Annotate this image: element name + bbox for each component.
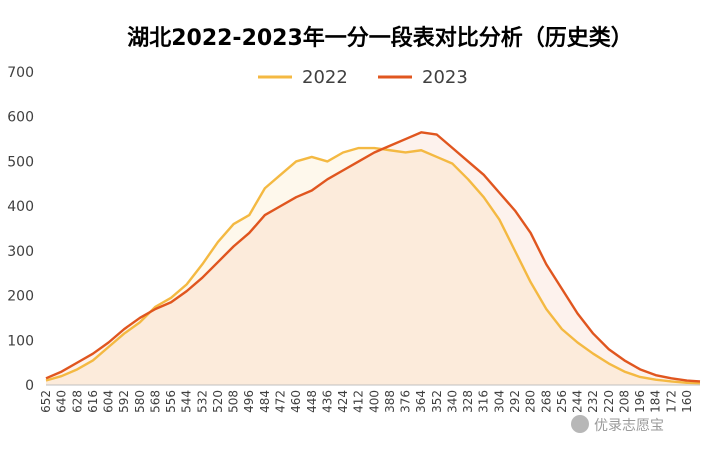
x-tick-label: 424 <box>336 390 350 413</box>
x-tick-label: 292 <box>508 390 522 413</box>
x-tick-label: 172 <box>664 390 678 413</box>
x-tick-label: 448 <box>305 390 319 413</box>
x-tick-label: 544 <box>180 390 194 413</box>
legend-label-1: 2023 <box>422 67 468 88</box>
x-tick-label: 340 <box>445 390 459 413</box>
x-tick-label: 352 <box>430 390 444 413</box>
watermark: 优录志愿宝 <box>571 415 664 434</box>
x-tick-label: 316 <box>477 390 491 413</box>
x-tick-label: 616 <box>86 390 100 413</box>
x-tick-label: 472 <box>274 390 288 413</box>
x-tick-label: 460 <box>289 390 303 413</box>
watermark-chat-icon <box>571 415 589 433</box>
x-tick-label: 508 <box>227 390 241 413</box>
x-tick-label: 568 <box>148 390 162 413</box>
y-tick-label: 400 <box>7 199 34 215</box>
x-tick-label: 328 <box>461 390 475 413</box>
x-tick-label: 268 <box>539 390 553 413</box>
x-tick-label: 280 <box>524 390 538 413</box>
y-tick-label: 600 <box>7 110 34 126</box>
x-tick-label: 196 <box>633 390 647 413</box>
x-tick-label: 580 <box>133 390 147 413</box>
x-tick-label: 160 <box>680 390 694 413</box>
legend-label-0: 2022 <box>302 67 348 88</box>
y-tick-label: 300 <box>7 244 34 260</box>
y-tick-label: 500 <box>7 154 34 170</box>
chart-title: 湖北2022-2023年一分一段表对比分析（历史类） <box>127 25 633 51</box>
watermark-text: 优录志愿宝 <box>594 418 664 434</box>
x-tick-label: 520 <box>211 390 225 413</box>
x-tick-label: 496 <box>242 390 256 413</box>
y-tick-label: 100 <box>7 333 34 349</box>
y-tick-label: 200 <box>7 289 34 305</box>
x-axis: 652 640 628 616 604 592 580 568 556 544 532 520 508 4… <box>39 390 694 413</box>
x-tick-label: 388 <box>383 390 397 413</box>
x-tick-label: 604 <box>102 390 116 413</box>
x-tick-label: 640 <box>55 390 69 413</box>
x-tick-label: 412 <box>352 390 366 413</box>
area-fills <box>46 132 700 385</box>
x-tick-label: 532 <box>195 390 209 413</box>
series-area-0 <box>46 148 700 385</box>
x-tick-label: 364 <box>414 390 428 413</box>
x-tick-label: 256 <box>555 390 569 413</box>
y-tick-label: 0 <box>25 378 34 394</box>
x-tick-label: 208 <box>617 390 631 413</box>
series-line-1 <box>45 131 701 383</box>
x-tick-label: 484 <box>258 390 272 413</box>
series-area-1 <box>46 132 700 385</box>
x-tick-label: 592 <box>117 390 131 413</box>
y-axis: 0 100 200 300 400 500 600 700 <box>7 65 34 394</box>
chart-legend: 2022 2023 <box>258 67 468 88</box>
x-tick-label: 436 <box>320 390 334 413</box>
x-tick-label: 628 <box>70 390 84 413</box>
x-tick-label: 232 <box>586 390 600 413</box>
x-tick-label: 304 <box>492 390 506 413</box>
x-tick-label: 376 <box>399 390 413 413</box>
series-lines <box>45 131 701 385</box>
x-tick-label: 652 <box>39 390 53 413</box>
series-line-0 <box>45 146 701 385</box>
x-tick-label: 184 <box>649 390 663 413</box>
y-tick-label: 700 <box>7 65 34 81</box>
x-tick-label: 220 <box>602 390 616 413</box>
x-tick-label: 244 <box>571 390 585 413</box>
x-tick-label: 400 <box>367 390 381 413</box>
x-tick-label: 556 <box>164 390 178 413</box>
